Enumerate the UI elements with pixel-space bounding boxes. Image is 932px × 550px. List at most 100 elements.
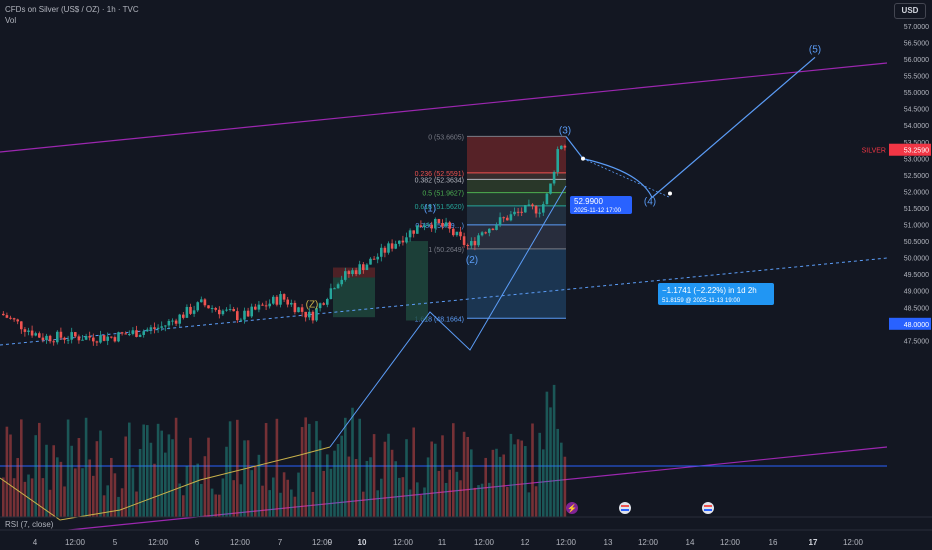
volume-bar <box>531 423 534 517</box>
candle-body <box>207 305 210 309</box>
candle-body <box>174 320 178 324</box>
candle-body <box>340 279 343 285</box>
volume-bar <box>264 423 268 517</box>
price-axis-tick: 55.0000 <box>904 90 929 97</box>
candle-body <box>239 319 243 321</box>
volume-bar <box>27 474 30 517</box>
candle-body <box>2 313 5 316</box>
measure-annotation-line2: 51.8159 @ 2025-11-13 19:00 <box>662 298 741 304</box>
candle-body <box>56 331 59 343</box>
candle-body <box>225 309 228 311</box>
volume-bar <box>174 417 178 517</box>
currency-button[interactable]: USD <box>894 3 926 19</box>
volume-bar <box>560 442 563 517</box>
candle-body <box>185 306 189 318</box>
volume-bar <box>380 478 383 517</box>
volume-bar <box>326 454 329 517</box>
volume-bar <box>466 436 469 517</box>
volume-bar <box>178 483 181 517</box>
candle-body <box>297 307 300 313</box>
candle-body <box>41 337 45 341</box>
time-axis-tick: 12:00 <box>312 538 333 547</box>
candle-body <box>502 217 505 219</box>
candle-body <box>160 326 163 328</box>
volume-bar <box>354 459 358 517</box>
volume-bar <box>164 452 167 517</box>
volume-bar <box>545 391 549 517</box>
candle-body <box>23 329 27 332</box>
volume-bar <box>290 489 293 517</box>
position-box <box>333 277 375 318</box>
us-flag-event-icon <box>702 502 714 514</box>
volume-bar <box>142 424 145 517</box>
us-flag-stripe <box>621 505 629 507</box>
volume-bar <box>77 438 81 517</box>
volume-bar <box>340 435 343 517</box>
volume-bar <box>347 456 351 517</box>
candle-body <box>455 231 459 236</box>
candle-body <box>293 302 297 313</box>
time-axis-tick: 7 <box>278 538 283 547</box>
price-axis-bg <box>887 0 932 550</box>
volume-bar <box>250 470 253 517</box>
candle-body <box>333 288 336 290</box>
candle-body <box>506 217 509 221</box>
candle-body <box>182 314 185 318</box>
candle-body <box>549 183 552 194</box>
price-axis-tick: 55.5000 <box>904 74 929 81</box>
candle-body <box>250 306 253 317</box>
candle-body <box>480 232 484 236</box>
volume-bar <box>434 443 437 517</box>
time-axis-tick: 4 <box>33 538 38 547</box>
current-price-text: 53.2590 <box>904 148 929 155</box>
volume-bar <box>300 427 304 517</box>
volume-bar <box>506 487 509 517</box>
candle-body <box>261 304 264 306</box>
wave-path <box>329 185 567 448</box>
candle-body <box>16 319 19 322</box>
candle-body <box>232 308 235 312</box>
volume-bar <box>549 407 552 517</box>
candle-body <box>135 330 138 337</box>
volume-bar <box>344 417 347 517</box>
volume-bar <box>128 422 131 517</box>
candle-body <box>282 294 286 300</box>
price-annotation-value: 52.9900 <box>574 197 603 206</box>
volume-bar <box>66 419 70 517</box>
volume-bar <box>167 434 171 517</box>
fib-level-label: 0.5 (51.9627) <box>422 191 464 198</box>
candle-body <box>311 311 315 321</box>
volume-bar <box>412 427 415 517</box>
candle-body <box>380 247 383 257</box>
candle-body <box>326 299 329 305</box>
candle-body <box>444 222 448 227</box>
volume-bar <box>207 437 210 517</box>
price-axis-tick: 54.5000 <box>904 107 929 114</box>
candle-body <box>200 299 203 303</box>
fib-level-label: 0 (53.6605) <box>428 134 464 141</box>
volume-bar <box>513 444 516 517</box>
volume-bar <box>228 421 232 517</box>
candle-body <box>329 288 333 300</box>
candle-body <box>128 334 131 336</box>
candle-body <box>124 333 127 335</box>
volume-bar <box>286 479 289 517</box>
volume-bar <box>315 421 318 517</box>
candle-body <box>52 341 55 343</box>
candle-body <box>12 318 16 320</box>
fib-level-label: 0.786 (50.99…) <box>415 223 464 230</box>
volume-label[interactable]: Vol <box>5 16 17 25</box>
candle-body <box>426 224 430 226</box>
candle-body <box>560 145 563 150</box>
symbol-title[interactable]: CFDs on Silver (US$ / OZ) · 1h · TVC <box>5 5 139 14</box>
volume-bar <box>268 490 271 517</box>
candle-body <box>437 218 441 223</box>
candle-body <box>167 320 171 326</box>
candle-body <box>344 271 347 280</box>
candle-body <box>462 236 466 245</box>
rsi-indicator-label[interactable]: RSI (7, close) <box>5 520 54 529</box>
fib-zone <box>467 136 566 173</box>
trend-line-dashed <box>0 257 888 346</box>
volume-bar <box>480 483 484 517</box>
